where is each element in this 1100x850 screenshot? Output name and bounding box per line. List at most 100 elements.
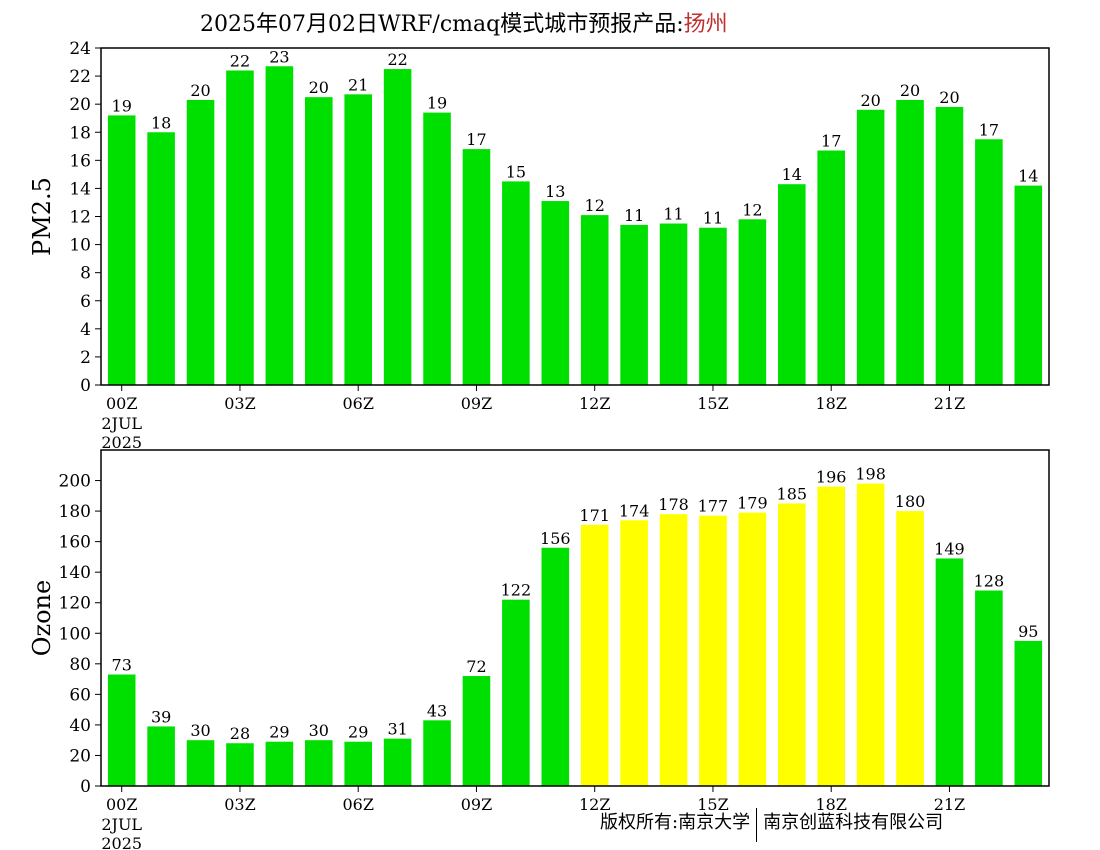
bar-value-label: 14	[782, 165, 802, 184]
y-tick-label: 8	[80, 264, 91, 284]
bar-value-label: 198	[855, 465, 886, 484]
bar-value-label: 185	[777, 484, 808, 503]
bar	[778, 503, 806, 786]
bar	[659, 223, 688, 385]
y-tick-label: 4	[80, 320, 91, 340]
x-tick-label: 21Z	[934, 795, 965, 814]
bar	[383, 69, 412, 385]
x-tick-label: 03Z	[224, 795, 255, 814]
bar-value-label: 11	[663, 205, 683, 224]
chart-title: 2025年07月02日WRF/cmaq模式城市预报产品:扬州	[200, 6, 728, 38]
y-tick-label: 6	[80, 292, 91, 312]
bar-value-label: 179	[737, 494, 768, 513]
ozone-panel: 73 39 30 28 29 30 29 31 43 72 122 156 171 174 178 177 17…	[28, 449, 1050, 850]
y-tick-label: 20	[69, 746, 91, 766]
x-tick-label: 12Z	[579, 394, 610, 413]
bar-value-label: 23	[269, 47, 289, 66]
bar	[186, 740, 215, 786]
y-tick-label: 24	[69, 39, 91, 59]
bar	[147, 132, 175, 385]
y-tick-label: 2	[80, 348, 91, 368]
x-date-label: 2025	[101, 433, 142, 452]
bar-value-label: 174	[619, 501, 650, 520]
bar	[580, 524, 609, 786]
bar-value-label: 39	[151, 707, 171, 726]
bar-value-label: 11	[703, 209, 723, 228]
bar-value-label: 20	[939, 88, 959, 107]
x-tick-label: 12Z	[579, 795, 610, 814]
bar	[383, 738, 412, 786]
bar	[896, 511, 924, 786]
bar-value-label: 180	[895, 492, 926, 511]
y-tick-label: 0	[80, 777, 91, 797]
bar-value-label: 149	[934, 539, 965, 558]
y-tick-label: 12	[69, 208, 91, 228]
x-tick-label: 03Z	[224, 394, 255, 413]
x-tick-label: 15Z	[697, 795, 728, 814]
y-axis-label: Ozone	[28, 580, 56, 656]
y-tick-label: 200	[59, 472, 91, 492]
bar-value-label: 72	[466, 657, 486, 676]
bar	[541, 201, 570, 385]
bar-value-label: 30	[190, 721, 210, 740]
bar-value-label: 128	[974, 572, 1005, 591]
y-tick-label: 16	[69, 151, 91, 171]
y-tick-label: 60	[69, 685, 91, 705]
bar	[107, 674, 136, 786]
bar	[778, 184, 806, 385]
bar-value-label: 196	[816, 468, 847, 487]
bar-value-label: 22	[230, 51, 250, 70]
bar	[975, 139, 1003, 385]
y-tick-label: 80	[69, 655, 91, 675]
bar-value-label: 13	[545, 182, 565, 201]
bar	[541, 547, 570, 786]
y-tick-label: 180	[59, 502, 91, 522]
x-tick-label: 00Z	[106, 394, 137, 413]
y-tick-label: 120	[59, 594, 91, 614]
copyright-left: 版权所有:南京大学	[600, 812, 751, 833]
bar	[305, 97, 333, 386]
bar-value-label: 19	[112, 96, 132, 115]
copyright-right: 南京创蓝科技有限公司	[763, 812, 944, 833]
y-tick-label: 40	[69, 716, 91, 736]
x-tick-label: 06Z	[342, 795, 373, 814]
bar	[620, 224, 648, 385]
bar	[186, 99, 215, 385]
bar-value-label: 15	[506, 162, 526, 181]
bar	[344, 94, 372, 385]
y-axis-label: PM2.5	[28, 177, 56, 256]
bar-value-label: 43	[427, 701, 447, 720]
x-tick-label: 15Z	[697, 394, 728, 413]
bar	[856, 483, 885, 786]
bar	[226, 743, 254, 786]
bar-value-label: 14	[1018, 167, 1038, 186]
footer-separator	[756, 808, 758, 842]
copyright-footer: 版权所有:南京大学 南京创蓝科技有限公司	[600, 808, 943, 842]
bar	[738, 512, 767, 786]
x-tick-label: 00Z	[106, 795, 137, 814]
bar-value-label: 17	[979, 120, 999, 139]
bar	[699, 227, 727, 385]
bar	[896, 99, 924, 385]
bar-value-label: 122	[501, 581, 532, 600]
bar	[305, 740, 333, 786]
bar	[107, 115, 136, 386]
title-prefix: 2025年07月02日WRF/cmaq模式城市预报产品:	[200, 12, 684, 37]
bar-value-label: 22	[387, 50, 407, 69]
bar-value-label: 31	[387, 720, 407, 739]
bar-value-label: 20	[309, 78, 329, 97]
bar-value-label: 20	[860, 91, 880, 110]
bar	[620, 520, 648, 786]
bar	[265, 66, 294, 385]
bar	[935, 106, 964, 385]
y-tick-label: 18	[69, 123, 91, 143]
bar-value-label: 156	[540, 529, 571, 548]
bar-value-label: 12	[585, 196, 605, 215]
y-tick-label: 14	[69, 179, 91, 199]
bar-value-label: 29	[348, 723, 368, 742]
bar-value-label: 30	[309, 721, 329, 740]
x-tick-label: 18Z	[815, 795, 846, 814]
bar	[423, 720, 451, 786]
bar-value-label: 11	[624, 206, 644, 225]
